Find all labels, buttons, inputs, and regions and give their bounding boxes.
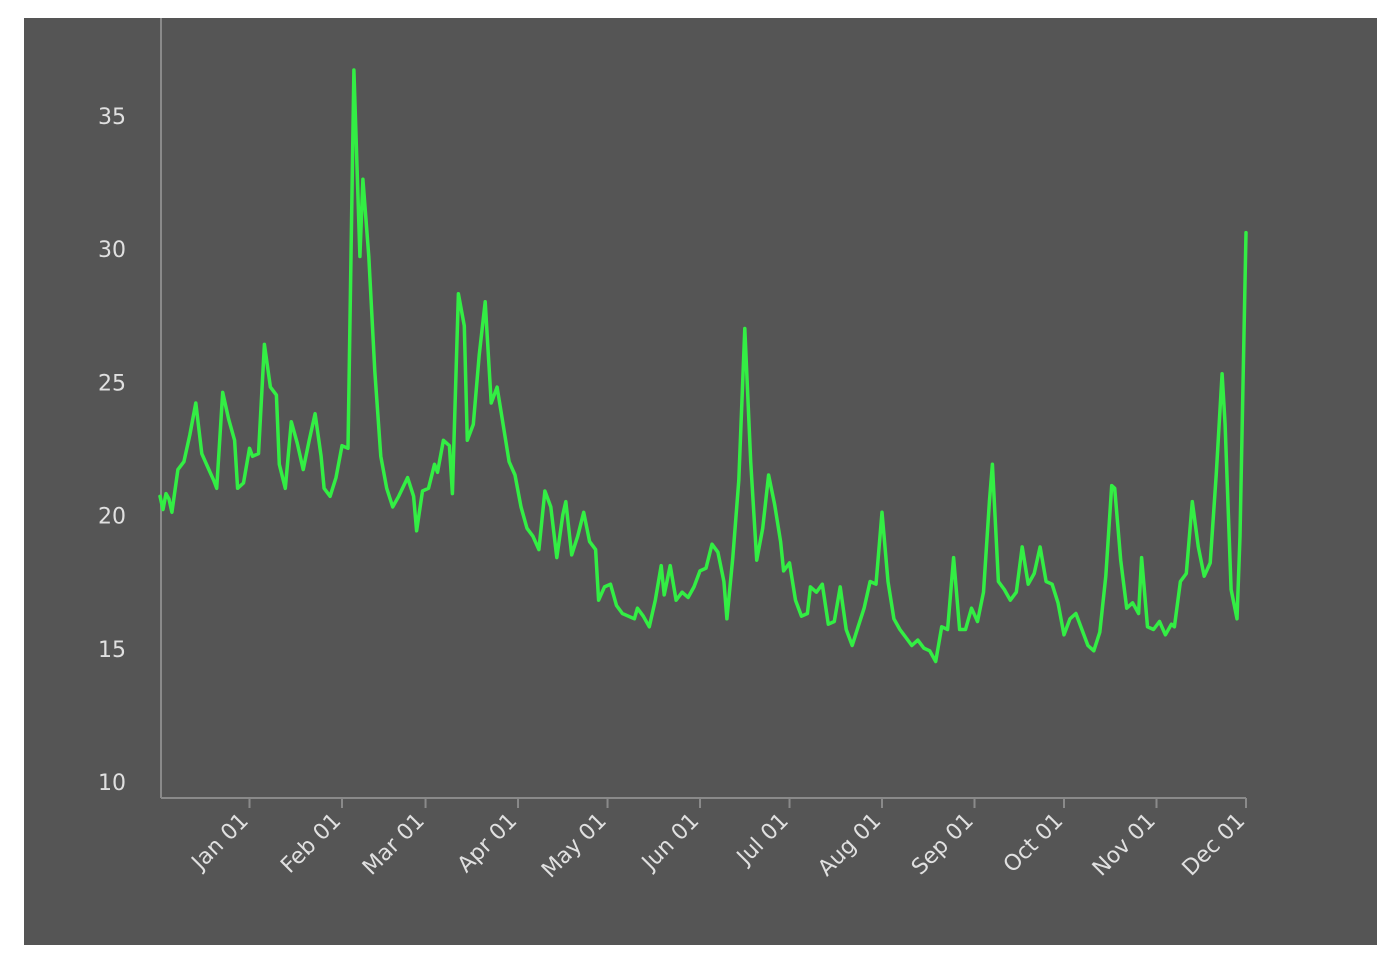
y-tick-label: 35 xyxy=(98,105,126,130)
chart-panel: 10 15 20 25 30 35 Jan 01 Feb 01 Mar 01 Apr 01 May… xyxy=(24,18,1377,945)
line-chart: 10 15 20 25 30 35 Jan 01 Feb 01 Mar 01 Apr 01 May… xyxy=(98,18,1250,883)
y-axis-ticks: 10 15 20 25 30 35 xyxy=(98,105,126,796)
x-tick-label: Apr 01 xyxy=(453,809,522,878)
x-tick-label: May 01 xyxy=(537,809,612,884)
series-layer xyxy=(158,68,1248,664)
x-tick-label: Feb 01 xyxy=(276,809,346,879)
x-tick-label: Jul 01 xyxy=(731,809,794,872)
x-tick-label: Jan 01 xyxy=(186,809,254,877)
x-tick-label: Oct 01 xyxy=(999,809,1068,878)
y-tick-label: 10 xyxy=(98,771,126,796)
x-axis-ticks: Jan 01 Feb 01 Mar 01 Apr 01 May 01 Jun 01 Jul … xyxy=(186,798,1250,883)
x-tick-label: Dec 01 xyxy=(1178,809,1251,882)
x-tick-label: Nov 01 xyxy=(1088,809,1161,882)
y-tick-label: 25 xyxy=(98,371,126,396)
x-tick-label: Sep 01 xyxy=(907,809,979,881)
y-tick-label: 30 xyxy=(98,238,126,263)
x-tick-label: Mar 01 xyxy=(358,809,430,881)
series-line xyxy=(158,68,1248,664)
x-tick-label: Aug 01 xyxy=(813,809,886,882)
y-tick-label: 20 xyxy=(98,505,126,530)
x-tick-label: Jun 01 xyxy=(636,809,704,877)
y-tick-label: 15 xyxy=(98,638,126,663)
